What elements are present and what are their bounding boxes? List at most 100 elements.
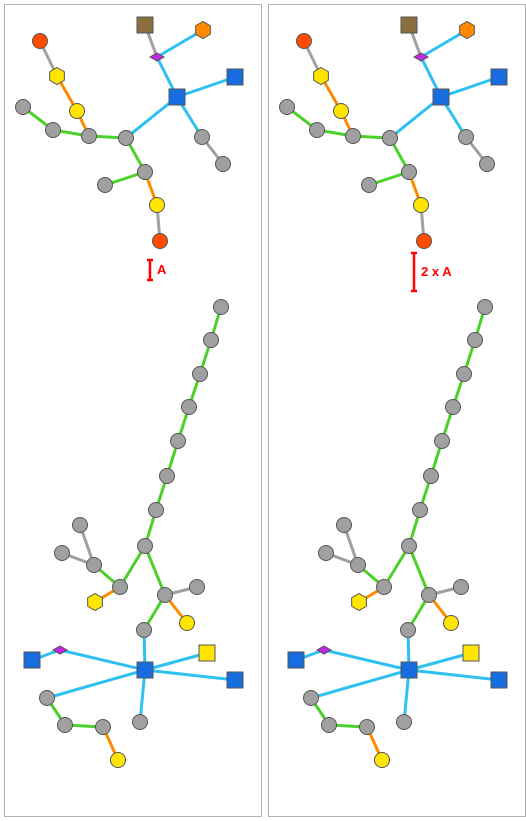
edge: [441, 77, 499, 97]
node-b19: [288, 652, 304, 668]
node-b19: [24, 652, 40, 668]
node-b24: [96, 720, 111, 735]
node-b20: [463, 645, 479, 661]
node-b2: [457, 367, 472, 382]
node-b21: [491, 672, 507, 688]
node-b8: [73, 518, 88, 533]
node-b0: [478, 300, 493, 315]
node-b17: [137, 662, 153, 678]
node-b21: [227, 672, 243, 688]
node-t7: [334, 104, 349, 119]
node-t5: [491, 69, 507, 85]
node-b14: [454, 580, 469, 595]
node-b7: [402, 539, 417, 554]
node-b3: [182, 400, 197, 415]
node-t1: [460, 22, 475, 39]
node-b6: [413, 503, 428, 518]
node-t8: [16, 100, 31, 115]
node-t6: [169, 89, 185, 105]
node-b7: [138, 539, 153, 554]
node-b22: [40, 691, 55, 706]
panel-left: A: [4, 4, 262, 817]
node-b9: [319, 546, 334, 561]
scale-bar: [411, 253, 417, 291]
edge: [60, 650, 145, 670]
node-b23: [58, 718, 73, 733]
left-svg: [5, 5, 261, 816]
node-t9: [310, 123, 325, 138]
node-b6: [149, 503, 164, 518]
node-t10: [82, 129, 97, 144]
scale-bar: [147, 260, 153, 280]
node-b23: [322, 718, 337, 733]
node-t7: [70, 104, 85, 119]
node-t4: [314, 68, 329, 85]
node-t12: [195, 130, 210, 145]
node-t17: [153, 234, 168, 249]
node-b11: [377, 580, 392, 595]
node-b1: [468, 333, 483, 348]
edge: [409, 670, 499, 680]
node-t16: [414, 198, 429, 213]
node-b15: [180, 616, 195, 631]
node-b22: [304, 691, 319, 706]
node-t14: [138, 165, 153, 180]
edge: [47, 670, 145, 698]
node-b15: [444, 616, 459, 631]
right-svg: [269, 5, 525, 816]
node-t3: [297, 34, 312, 49]
node-b14: [190, 580, 205, 595]
edge: [311, 670, 409, 698]
node-b12: [88, 594, 103, 611]
node-t17: [417, 234, 432, 249]
node-t0: [401, 17, 417, 33]
node-b3: [446, 400, 461, 415]
scale-label-right: 2 x A: [421, 264, 452, 279]
node-b13: [158, 588, 173, 603]
node-t8: [280, 100, 295, 115]
node-t14: [402, 165, 417, 180]
node-t16: [150, 198, 165, 213]
panel-right: 2 x A: [268, 4, 526, 817]
node-b26: [375, 753, 390, 768]
node-t1: [196, 22, 211, 39]
node-b17: [401, 662, 417, 678]
node-b24: [360, 720, 375, 735]
node-t15: [362, 178, 377, 193]
node-t12: [459, 130, 474, 145]
node-t4: [50, 68, 65, 85]
edge: [145, 670, 235, 680]
edge: [409, 653, 471, 670]
scale-label-left: A: [157, 262, 166, 277]
node-b26: [111, 753, 126, 768]
node-b1: [204, 333, 219, 348]
node-b9: [55, 546, 70, 561]
node-t10: [346, 129, 361, 144]
node-b2: [193, 367, 208, 382]
node-b11: [113, 580, 128, 595]
node-b0: [214, 300, 229, 315]
edge: [324, 650, 409, 670]
node-b13: [422, 588, 437, 603]
node-t9: [46, 123, 61, 138]
node-b5: [160, 469, 175, 484]
node-b4: [435, 434, 450, 449]
node-t13: [216, 157, 231, 172]
node-b25: [397, 715, 412, 730]
node-b16: [137, 623, 152, 638]
node-t11: [383, 131, 398, 146]
node-b10: [351, 558, 366, 573]
node-b16: [401, 623, 416, 638]
node-b20: [199, 645, 215, 661]
edge: [177, 77, 235, 97]
node-b12: [352, 594, 367, 611]
node-b10: [87, 558, 102, 573]
node-t0: [137, 17, 153, 33]
edge: [145, 653, 207, 670]
node-t13: [480, 157, 495, 172]
node-t15: [98, 178, 113, 193]
node-b25: [133, 715, 148, 730]
node-b4: [171, 434, 186, 449]
node-b5: [424, 469, 439, 484]
node-t5: [227, 69, 243, 85]
